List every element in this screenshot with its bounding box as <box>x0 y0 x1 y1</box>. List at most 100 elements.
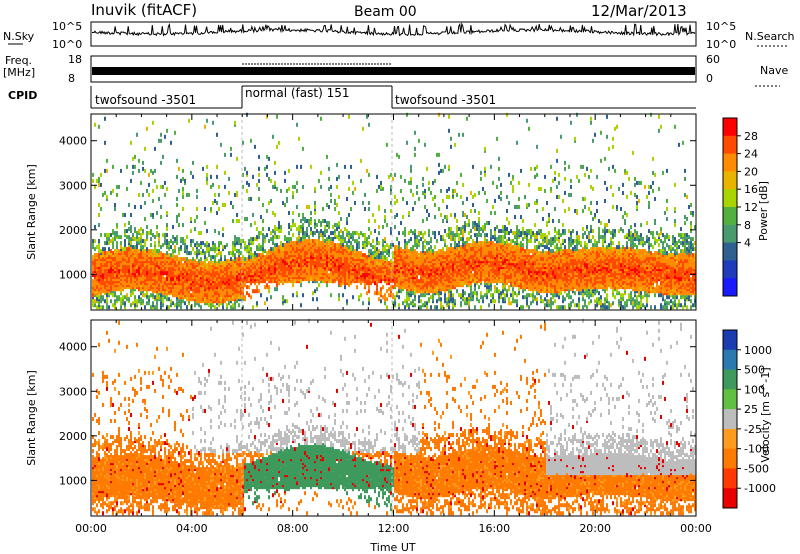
data-cell <box>396 273 398 278</box>
data-cell <box>204 267 206 272</box>
data-cell <box>254 251 256 256</box>
data-cell <box>380 293 382 298</box>
data-cell <box>140 273 142 278</box>
data-cell <box>414 255 416 260</box>
data-cell <box>412 285 414 290</box>
data-cell <box>442 305 444 310</box>
data-cell <box>384 275 386 280</box>
data-cell <box>454 273 456 278</box>
data-cell <box>304 265 306 270</box>
data-cell <box>344 253 346 258</box>
data-cell <box>162 154 164 159</box>
data-cell <box>398 273 400 278</box>
data-cell <box>360 253 362 258</box>
data-cell <box>114 249 116 254</box>
data-cell <box>140 180 142 185</box>
data-cell <box>422 291 424 296</box>
data-cell <box>236 295 238 300</box>
data-cell <box>412 287 414 292</box>
data-cell <box>310 231 312 236</box>
data-cell <box>142 267 144 272</box>
data-cell <box>262 239 264 244</box>
data-cell <box>220 257 222 262</box>
data-cell <box>300 164 302 169</box>
data-cell <box>100 257 102 262</box>
data-cell <box>338 237 340 242</box>
data-cell <box>306 257 308 262</box>
data-cell <box>142 275 144 280</box>
data-cell <box>434 202 436 207</box>
data-cell <box>360 158 362 163</box>
data-cell <box>454 301 456 306</box>
data-cell <box>376 255 378 260</box>
data-cell <box>160 275 162 280</box>
data-cell <box>216 277 218 282</box>
data-cell <box>334 233 336 238</box>
data-cell <box>214 275 216 280</box>
data-cell <box>100 259 102 264</box>
data-cell <box>338 211 340 216</box>
data-cell <box>228 299 230 304</box>
data-cell <box>168 291 170 296</box>
data-cell <box>450 237 452 242</box>
data-cell <box>306 263 308 268</box>
data-cell <box>406 245 408 250</box>
data-cell <box>190 273 192 278</box>
data-cell <box>418 243 420 248</box>
data-cell <box>192 269 194 274</box>
data-cell <box>336 261 338 266</box>
data-cell <box>268 255 270 260</box>
data-cell <box>432 196 434 201</box>
data-cell <box>118 184 120 189</box>
data-cell <box>110 263 112 268</box>
data-cell <box>440 279 442 284</box>
data-cell <box>304 273 306 278</box>
data-cell <box>204 263 206 268</box>
data-cell <box>194 279 196 284</box>
data-cell <box>296 261 298 266</box>
data-cell <box>106 267 108 272</box>
data-cell <box>198 275 200 280</box>
data-cell <box>112 269 114 274</box>
data-cell <box>214 243 216 248</box>
data-cell <box>122 247 124 252</box>
data-cell <box>182 186 184 191</box>
data-cell <box>152 287 154 292</box>
data-cell <box>204 243 206 248</box>
data-cell <box>370 281 372 286</box>
data-cell <box>450 261 452 266</box>
data-cell <box>236 267 238 272</box>
data-cell <box>272 239 274 244</box>
data-cell <box>312 275 314 280</box>
data-cell <box>270 255 272 260</box>
data-cell <box>278 249 280 254</box>
data-cell <box>176 202 178 207</box>
data-cell <box>174 275 176 280</box>
data-cell <box>208 303 210 308</box>
data-cell <box>296 122 298 127</box>
data-cell <box>112 275 114 280</box>
data-cell <box>438 287 440 292</box>
data-cell <box>336 259 338 264</box>
data-cell <box>134 285 136 290</box>
data-cell <box>420 263 422 268</box>
data-cell <box>286 265 288 270</box>
data-cell <box>432 277 434 282</box>
data-cell <box>208 289 210 294</box>
data-cell <box>174 261 176 266</box>
data-cell <box>444 263 446 268</box>
data-cell <box>266 297 268 302</box>
data-cell <box>220 253 222 258</box>
data-cell <box>124 267 126 272</box>
data-cell <box>356 271 358 276</box>
data-cell <box>122 295 124 300</box>
data-cell <box>380 267 382 272</box>
data-cell <box>100 182 102 187</box>
data-cell <box>334 275 336 280</box>
data-cell <box>314 239 316 244</box>
data-cell <box>348 235 350 240</box>
data-cell <box>276 253 278 258</box>
data-cell <box>376 247 378 252</box>
data-cell <box>162 259 164 264</box>
data-cell <box>302 265 304 270</box>
